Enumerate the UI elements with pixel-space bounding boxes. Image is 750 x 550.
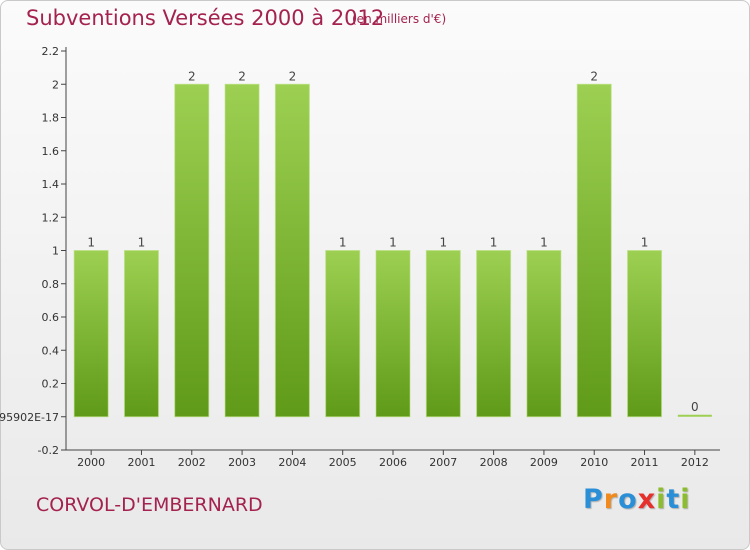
data-label: 2 <box>590 69 598 83</box>
x-tick-label: 2006 <box>379 456 407 469</box>
bar-outline <box>274 83 310 418</box>
bar <box>677 414 712 417</box>
x-tick-label: 2009 <box>530 456 558 469</box>
bar-outline <box>627 250 663 418</box>
bar <box>325 250 360 417</box>
y-tick-label: 0.2 <box>42 378 60 391</box>
chart-subtitle: (en milliers d'€) <box>352 12 447 26</box>
data-label: 1 <box>339 236 347 250</box>
x-tick-label: 2010 <box>580 456 608 469</box>
bar <box>376 250 410 417</box>
x-tick-label: 2007 <box>429 456 457 469</box>
bar <box>225 84 260 417</box>
logo-letter: P <box>583 484 604 515</box>
y-tick-label: 1.2 <box>42 211 60 224</box>
data-label: 1 <box>138 236 146 250</box>
bar <box>74 250 109 417</box>
y-tick-label: 0.6 <box>42 311 60 324</box>
logo-letter: r <box>603 484 619 515</box>
x-tick-label: 2001 <box>127 456 155 469</box>
commune-name: CORVOL-D'EMBERNARD <box>36 494 263 516</box>
data-label: 2 <box>188 69 196 83</box>
data-label: 1 <box>540 236 548 250</box>
y-tick-label: 0.8 <box>42 278 60 291</box>
data-label: 1 <box>389 236 397 250</box>
bar-outline <box>174 83 210 418</box>
data-label: 1 <box>87 236 95 250</box>
data-label: 0 <box>691 400 699 414</box>
x-tick-label: 2000 <box>77 456 105 469</box>
y-tick-label: 2.2 <box>42 45 60 58</box>
bar-outline <box>476 250 512 418</box>
bar <box>124 250 159 417</box>
logo-letter: i <box>680 484 691 515</box>
x-tick-label: 2012 <box>681 456 709 469</box>
y-tick-label: 2 <box>52 78 59 91</box>
logo-letter: t <box>666 484 681 515</box>
bar <box>476 250 511 417</box>
bar-outline <box>425 250 461 418</box>
y-tick-label: 0.4 <box>42 344 60 357</box>
chart-title: Subventions Versées 2000 à 2012 <box>26 6 385 30</box>
logo-letter: i <box>656 484 667 515</box>
data-label: 1 <box>439 236 447 250</box>
bar <box>275 84 310 417</box>
bar <box>627 250 662 417</box>
bar-outline <box>526 250 562 418</box>
bar <box>526 250 561 417</box>
data-label: 2 <box>238 69 246 83</box>
y-tick-label: -0.2 <box>38 444 59 457</box>
x-tick-label: 2005 <box>329 456 357 469</box>
bar-outline <box>325 250 361 418</box>
bar <box>426 250 461 417</box>
x-tick-label: 2011 <box>631 456 659 469</box>
bar-outline <box>123 250 159 418</box>
data-label: 2 <box>289 69 297 83</box>
bar <box>577 84 612 417</box>
y-tick-label: -1.5265566588595902E-17 <box>0 411 59 424</box>
x-tick-label: 2003 <box>228 456 256 469</box>
logo-letter: x <box>637 484 657 515</box>
y-tick-label: 1 <box>52 245 59 258</box>
x-tick-label: 2002 <box>178 456 206 469</box>
y-tick-label: 1.8 <box>42 112 60 125</box>
bar-outline <box>375 250 411 418</box>
x-tick-label: 2004 <box>278 456 306 469</box>
bar <box>174 84 209 417</box>
data-label: 1 <box>490 236 498 250</box>
x-tick-label: 2008 <box>480 456 508 469</box>
data-label: 1 <box>641 236 649 250</box>
bar-outline <box>224 83 260 418</box>
bar-outline <box>73 250 109 418</box>
proxiti-logo: Proxiti <box>583 484 691 515</box>
bar-outline <box>576 83 612 418</box>
y-tick-label: 1.6 <box>42 145 60 158</box>
y-tick-label: 1.4 <box>42 178 60 191</box>
logo-letter: o <box>618 484 638 515</box>
